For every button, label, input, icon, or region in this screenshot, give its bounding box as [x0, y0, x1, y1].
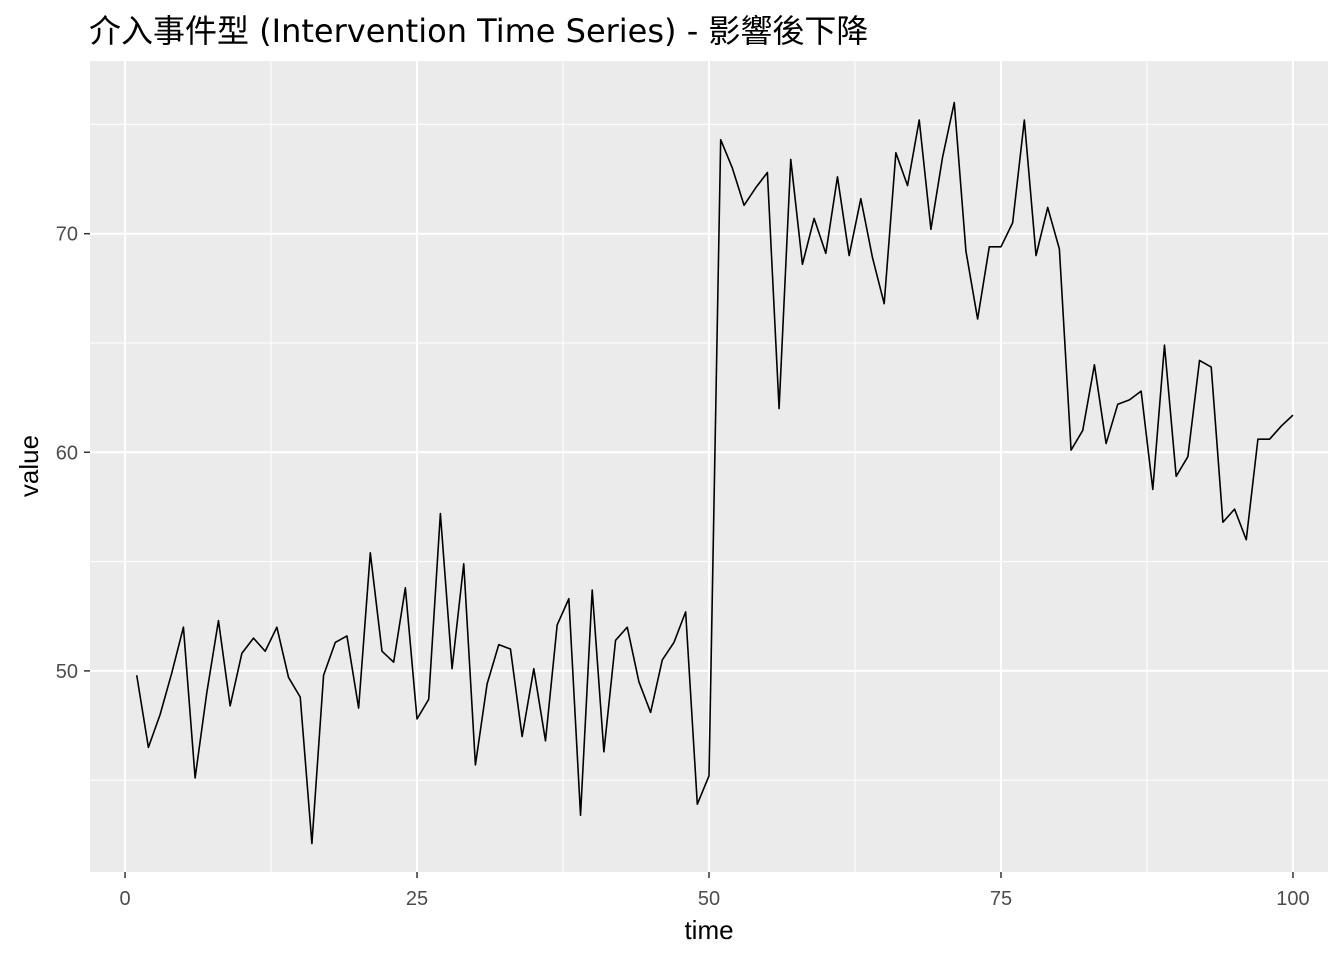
y-axis: 50 60 70	[56, 224, 90, 683]
series-layer	[135, 101, 1294, 845]
x-tick-label: 75	[990, 888, 1012, 910]
x-axis-title: time	[684, 915, 733, 945]
x-tick-label: 100	[1276, 888, 1309, 910]
y-tick-label: 50	[56, 661, 78, 683]
y-axis-title: value	[14, 435, 44, 497]
y-tick-label: 60	[56, 442, 78, 464]
x-tick-label: 50	[698, 888, 720, 910]
y-tick-label: 70	[56, 224, 78, 246]
chart-title: 介入事件型 (Intervention Time Series) - 影響後下降	[89, 12, 868, 50]
x-tick-label: 25	[406, 888, 428, 910]
x-tick-label: 0	[119, 888, 130, 910]
x-axis: 0 25 50 75 100	[119, 872, 1310, 910]
series-line	[135, 101, 1294, 845]
